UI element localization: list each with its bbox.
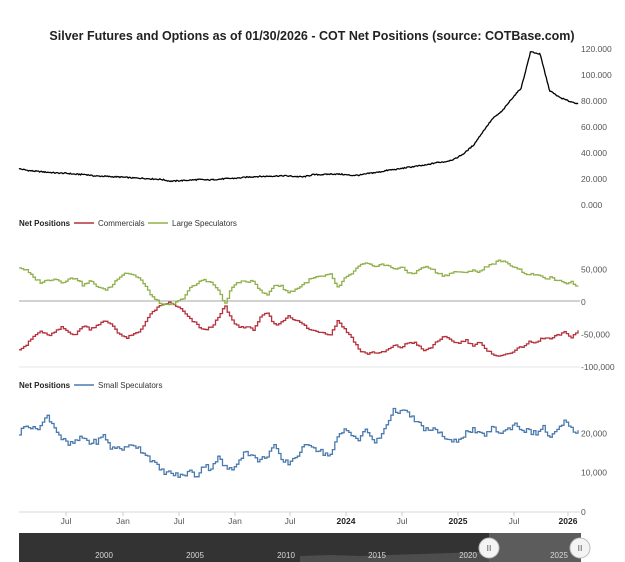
price-y-axis-tick-label: 100.000: [581, 70, 612, 80]
x-axis-tick-label: 2024: [337, 516, 356, 526]
small-speculators-series-line: [19, 407, 579, 478]
price-y-axis-tick-label: 40.000: [581, 148, 607, 158]
x-axis-tick-label: 2026: [559, 516, 578, 526]
small-spec-y-axis-tick-label: 20,000: [581, 428, 607, 438]
legend-label-commercials[interactable]: Commercials: [98, 219, 145, 228]
x-axis-tick-label: Jan: [116, 516, 130, 526]
handle-grip-icon: II: [578, 543, 583, 553]
chart-title: Silver Futures and Options as of 01/30/2…: [49, 29, 574, 43]
x-axis-tick-label: Jul: [61, 516, 72, 526]
navigator-year-label: 2000: [95, 551, 113, 560]
small-speculators-panel: 20,000 10,000 0: [19, 407, 607, 517]
price-series-line: [18, 51, 579, 183]
navigator-year-label: 2025: [550, 551, 568, 560]
small-spec-y-axis-tick-label: 10,000: [581, 468, 607, 478]
navigator-year-label: 2005: [186, 551, 204, 560]
navigator-year-label: 2010: [277, 551, 295, 560]
x-axis-tick-label: Jul: [174, 516, 185, 526]
net-positions-panel: 50,000 0 -50,000 -100,000: [19, 259, 615, 372]
legend-title: Net Positions: [19, 381, 71, 390]
navigator-selection[interactable]: [489, 533, 581, 562]
net-positions-y-axis-tick-label: -50,000: [581, 329, 610, 339]
price-y-axis-tick-label: 20.000: [581, 174, 607, 184]
large-speculators-series-line: [19, 259, 579, 306]
price-panel: 0.000 20.000 40.000 60.000 80.000 100.000 120.…: [18, 44, 612, 210]
navigator-year-label: 2015: [368, 551, 386, 560]
x-axis-tick-label: 2025: [449, 516, 468, 526]
x-axis: Jul Jan Jul Jan Jul 2024 Jul 2025 Jul 2026: [61, 512, 578, 526]
price-y-axis-tick-label: 60.000: [581, 122, 607, 132]
navigator[interactable]: 2000 2005 2010 2015 2020 2025 II II: [19, 533, 591, 562]
x-axis-tick-label: Jul: [397, 516, 408, 526]
navigator-handle-left[interactable]: II: [478, 537, 500, 559]
legend-label-large-speculators[interactable]: Large Speculators: [172, 219, 237, 228]
net-positions-y-axis-tick-label: 50,000: [581, 264, 607, 274]
legend-commercial-large: Net Positions Commercials Large Speculat…: [19, 219, 237, 228]
navigator-handle-right[interactable]: II: [569, 537, 591, 559]
net-positions-y-axis-tick-label: -100,000: [581, 362, 615, 372]
handle-grip-icon: II: [487, 543, 492, 553]
price-y-axis-tick-label: 120.000: [581, 44, 612, 54]
x-axis-tick-label: Jul: [285, 516, 296, 526]
x-axis-tick-label: Jul: [509, 516, 520, 526]
legend-title: Net Positions: [19, 219, 71, 228]
small-spec-y-axis-tick-label: 0: [581, 507, 586, 517]
price-y-axis-tick-label: 80.000: [581, 96, 607, 106]
net-positions-y-axis-tick-label: 0: [581, 297, 586, 307]
x-axis-tick-label: Jan: [228, 516, 242, 526]
price-y-axis-tick-label: 0.000: [581, 200, 603, 210]
commercials-series-line: [19, 301, 579, 357]
navigator-year-label: 2020: [459, 551, 477, 560]
legend-small: Net Positions Small Speculators: [19, 381, 162, 390]
legend-label-small-speculators[interactable]: Small Speculators: [98, 381, 162, 390]
